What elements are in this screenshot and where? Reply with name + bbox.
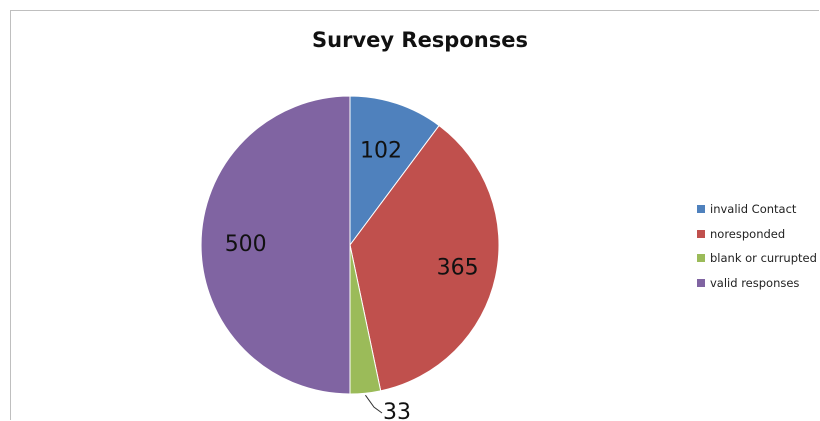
legend-swatch-0 xyxy=(697,205,705,214)
legend-item-0: invalid Contact xyxy=(697,197,817,222)
data-label-1: 365 xyxy=(437,256,479,281)
pie-slice-0 xyxy=(349,95,440,247)
legend-item-2: blank or currupted xyxy=(697,246,817,271)
legend-swatch-3 xyxy=(697,278,705,287)
data-label-2: 33 xyxy=(383,400,411,421)
chart-area xyxy=(10,10,819,420)
pie-slice-1 xyxy=(349,124,500,392)
legend-label-1: noresponded xyxy=(710,226,786,241)
legend-swatch-1 xyxy=(697,229,705,238)
leader-line-2 xyxy=(365,394,383,414)
legend-item-3: valid responses xyxy=(697,271,817,296)
legend-swatch-2 xyxy=(697,254,705,263)
legend-label-0: invalid Contact xyxy=(710,202,797,217)
chart-title: Survey Responses xyxy=(312,28,528,52)
legend: invalid Contact noresponded blank or curru… xyxy=(697,197,817,295)
data-label-3: 500 xyxy=(225,232,267,257)
data-label-0: 102 xyxy=(360,139,402,164)
legend-label-3: valid responses xyxy=(710,275,800,290)
legend-item-1: noresponded xyxy=(697,222,817,247)
pie-slice-3 xyxy=(200,95,351,395)
legend-label-2: blank or currupted xyxy=(710,251,817,266)
